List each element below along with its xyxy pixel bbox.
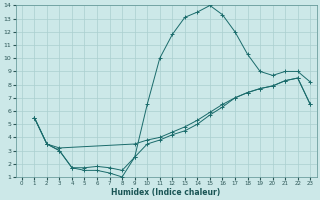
X-axis label: Humidex (Indice chaleur): Humidex (Indice chaleur) — [111, 188, 221, 197]
